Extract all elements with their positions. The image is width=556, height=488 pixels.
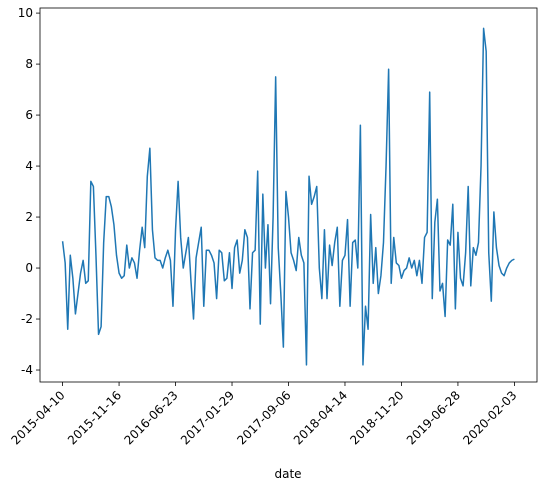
x-tick-label: 2016-06-23 xyxy=(121,388,180,447)
y-tick-label: -2 xyxy=(21,312,33,326)
y-tick-label: -4 xyxy=(21,363,33,377)
y-tick-label: 0 xyxy=(25,261,33,275)
x-tick-label: 2020-02-03 xyxy=(460,388,519,447)
x-tick-label: 2017-09-06 xyxy=(234,388,293,447)
x-tick-label: 2018-04-14 xyxy=(291,388,350,447)
y-tick-label: 6 xyxy=(25,108,33,122)
x-tick-label: 2018-11-20 xyxy=(347,388,406,447)
y-tick-label: 10 xyxy=(18,6,33,20)
y-tick-label: 2 xyxy=(25,210,33,224)
x-tick-label: 2017-01-29 xyxy=(178,388,237,447)
plot-frame xyxy=(39,7,538,383)
y-tick-label: 4 xyxy=(25,159,33,173)
x-tick-label: 2019-06-28 xyxy=(404,388,463,447)
x-tick-label: 2015-04-10 xyxy=(8,388,67,447)
y-tick-label: 8 xyxy=(25,57,33,71)
x-axis-label: date xyxy=(274,467,301,481)
x-tick-label: 2015-11-16 xyxy=(65,388,124,447)
data-line xyxy=(61,27,515,366)
